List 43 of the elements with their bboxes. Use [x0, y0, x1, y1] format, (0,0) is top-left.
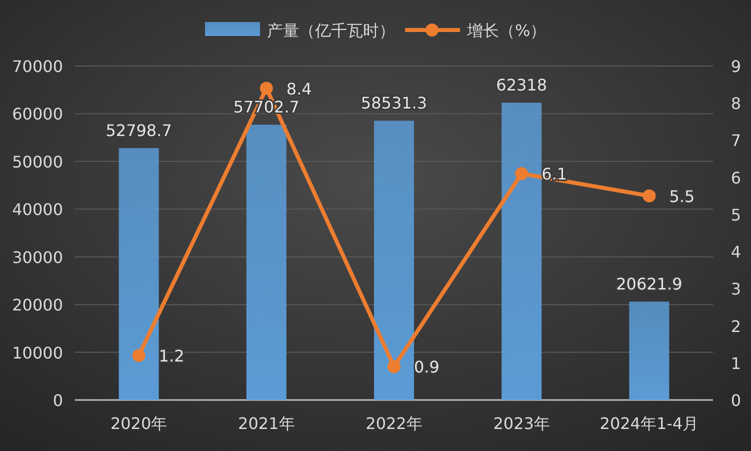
y-tick-label: 30000: [12, 248, 63, 267]
data-label: 8.4: [286, 79, 312, 98]
y-tick-label: 70000: [12, 57, 63, 76]
data-label: 62318: [496, 76, 548, 95]
data-label: 0.9: [414, 358, 440, 377]
y2-tick-label: 5: [730, 205, 742, 224]
point: [260, 82, 273, 95]
x-tick-label: 2023年: [493, 414, 550, 433]
point: [132, 348, 146, 362]
y2-tick-label: 1: [730, 354, 742, 373]
y-tick-label: 60000: [12, 104, 63, 124]
y2-tick-label: 6: [730, 168, 742, 188]
y2-tick-label: 8: [730, 94, 742, 114]
y2-tick-label: 7: [730, 131, 742, 150]
legend-label: 产量（亿千瓦时）: [267, 21, 395, 40]
y2-tick-label: 2: [730, 316, 742, 336]
y2-tick-label: 3: [730, 280, 742, 299]
data-label: 5.5: [669, 186, 695, 206]
point: [642, 189, 656, 202]
bar: [246, 124, 286, 400]
data-label: 1.2: [158, 346, 184, 366]
point: [388, 360, 400, 374]
y2-tick-label: 4: [730, 242, 742, 262]
bar: [629, 302, 670, 400]
y2-tick-label: 0: [730, 391, 742, 410]
x-tick-label: 2020年: [110, 414, 168, 433]
y-tick-label: 50000: [12, 152, 63, 172]
x-tick-label: 2022年: [366, 414, 422, 433]
bar: [502, 102, 542, 400]
y-tick-label: 20000: [12, 296, 63, 315]
y2-tick-label: 9: [730, 57, 742, 76]
x-tick-label: 2024年1-4月: [600, 414, 699, 433]
data-label: 58531.3: [360, 94, 428, 113]
data-label: 20621.9: [616, 274, 682, 294]
x-tick-label: 2021年: [238, 414, 295, 433]
data-label: 52798.7: [106, 121, 172, 140]
y-tick-label: 0: [52, 391, 63, 410]
legend-label: 增长（%）: [466, 21, 546, 40]
bar: [118, 148, 159, 400]
bar: [374, 120, 414, 400]
y-tick-label: 40000: [12, 200, 63, 220]
y-tick-label: 10000: [12, 343, 63, 362]
point: [515, 167, 528, 180]
